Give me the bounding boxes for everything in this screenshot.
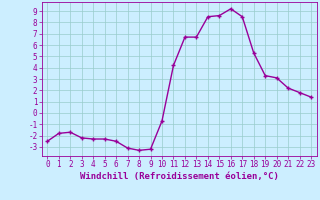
X-axis label: Windchill (Refroidissement éolien,°C): Windchill (Refroidissement éolien,°C) <box>80 172 279 181</box>
